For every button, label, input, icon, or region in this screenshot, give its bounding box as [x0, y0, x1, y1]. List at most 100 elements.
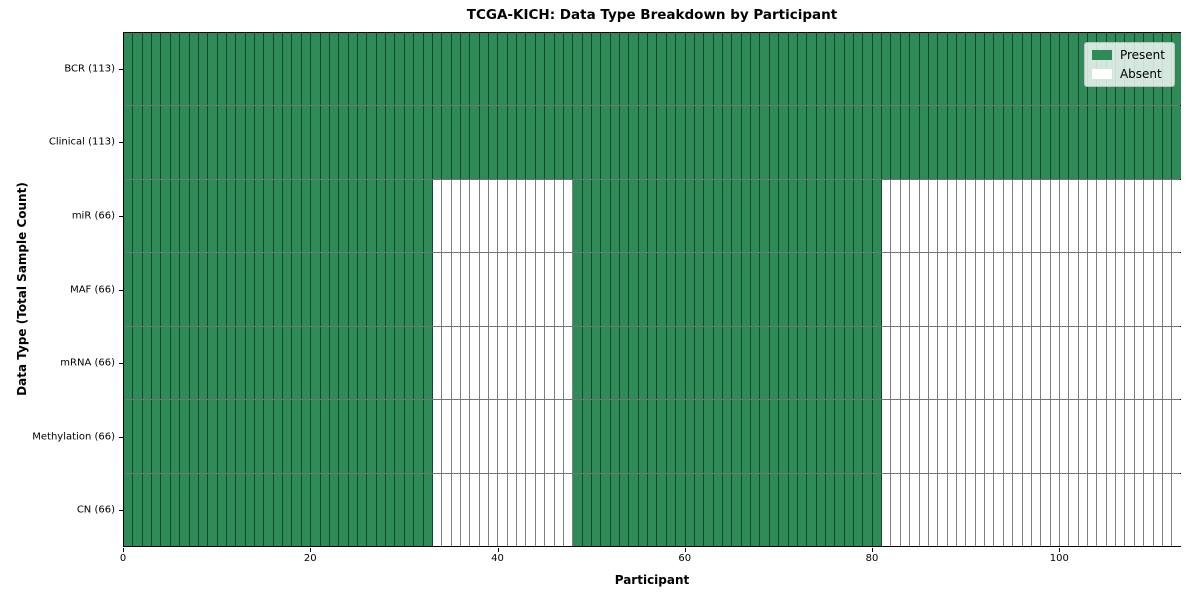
heatmap-cell: [1153, 179, 1163, 253]
heatmap-cell: [966, 179, 976, 253]
heatmap-cell: [1162, 106, 1173, 179]
heatmap-cell: [835, 106, 845, 179]
heatmap-cell: [938, 326, 948, 400]
heatmap-cell: [1050, 326, 1060, 400]
heatmap-cell: [311, 400, 321, 473]
heatmap-cell: [610, 106, 621, 179]
heatmap-cell: [470, 179, 480, 253]
heatmap-cell: [386, 253, 396, 326]
heatmap-cell: [1022, 106, 1032, 179]
heatmap-cell: [1116, 179, 1126, 253]
heatmap-cell: [694, 473, 705, 546]
heatmap-cell: [311, 33, 321, 106]
heatmap-cell: [460, 473, 471, 546]
heatmap-cell: [797, 33, 808, 106]
heatmap-cell: [189, 106, 199, 179]
heatmap-cell: [882, 326, 892, 400]
heatmap-cell: [535, 179, 546, 253]
heatmap-cell: [610, 400, 621, 473]
heatmap-cell: [704, 326, 714, 400]
heatmap-cell: [863, 473, 873, 546]
heatmap-cell: [283, 400, 293, 473]
heatmap-cell: [919, 179, 929, 253]
heatmap-cell: [769, 106, 780, 179]
heatmap-cell: [657, 326, 667, 400]
heatmap-cell: [236, 179, 246, 253]
x-tick-label: 20: [303, 553, 317, 564]
heatmap-cell: [919, 326, 929, 400]
heatmap-cell: [1153, 473, 1163, 546]
heatmap-cell: [882, 179, 892, 253]
heatmap-cell: [283, 106, 293, 179]
heatmap-cell: [442, 473, 452, 546]
heatmap-cell: [236, 400, 246, 473]
heatmap-cell: [255, 473, 265, 546]
heatmap-cell: [947, 33, 957, 106]
heatmap-cell: [816, 473, 826, 546]
heatmap-cell: [283, 326, 293, 400]
y-tick-mark: [119, 68, 123, 70]
heatmap-cell: [226, 33, 237, 106]
heatmap-cell: [264, 253, 274, 326]
heatmap-cell: [442, 33, 452, 106]
heatmap-row-cn: [124, 473, 1181, 546]
heatmap-cell: [414, 179, 424, 253]
heatmap-cell: [648, 253, 658, 326]
heatmap-cell: [489, 473, 499, 546]
heatmap-cell: [451, 253, 461, 326]
heatmap-cell: [133, 253, 143, 326]
heatmap-cell: [666, 326, 677, 400]
heatmap-cell: [732, 179, 742, 253]
heatmap-cell: [339, 179, 349, 253]
heatmap-cell: [751, 473, 761, 546]
heatmap-cell: [320, 106, 330, 179]
heatmap-cell: [273, 400, 284, 473]
heatmap-cell: [629, 33, 639, 106]
heatmap-cell: [1078, 473, 1089, 546]
heatmap-cell: [1162, 179, 1173, 253]
heatmap-cell: [301, 326, 312, 400]
heatmap-cell: [414, 106, 424, 179]
heatmap-cell: [872, 179, 883, 253]
heatmap-cell: [788, 33, 798, 106]
heatmap-cell: [666, 33, 677, 106]
heatmap-cell: [704, 33, 714, 106]
heatmap-cell: [432, 473, 443, 546]
heatmap-cell: [854, 473, 864, 546]
heatmap-cell: [554, 106, 564, 179]
heatmap-cell: [751, 253, 761, 326]
heatmap-cell: [1125, 326, 1135, 400]
heatmap-cell: [423, 106, 433, 179]
heatmap-cell: [723, 33, 733, 106]
heatmap-cell: [760, 326, 770, 400]
heatmap-cell: [423, 179, 433, 253]
heatmap-cell: [620, 253, 630, 326]
heatmap-cell: [545, 33, 555, 106]
heatmap-cell: [152, 33, 162, 106]
chart-title: TCGA-KICH: Data Type Breakdown by Partic…: [466, 7, 838, 23]
heatmap-cell: [423, 33, 433, 106]
heatmap-cell: [245, 106, 256, 179]
heatmap-cell: [900, 106, 911, 179]
heatmap-cell: [844, 473, 855, 546]
heatmap-cell: [526, 326, 536, 400]
heatmap-cell: [1162, 253, 1173, 326]
heatmap-cell: [264, 106, 274, 179]
heatmap-cell: [124, 400, 134, 473]
heatmap-cell: [900, 179, 911, 253]
heatmap-cell: [535, 326, 546, 400]
x-tick-mark: [1059, 548, 1061, 552]
heatmap-cell: [1059, 33, 1070, 106]
heatmap-cell: [554, 400, 564, 473]
heatmap-cell: [1078, 106, 1089, 179]
heatmap-cell: [273, 179, 284, 253]
heatmap-cell: [545, 400, 555, 473]
x-axis-label: Participant: [614, 573, 690, 587]
heatmap-cell: [489, 253, 499, 326]
heatmap-cell: [489, 106, 499, 179]
heatmap-cell: [563, 33, 574, 106]
heatmap-cell: [386, 179, 396, 253]
heatmap-cell: [1022, 179, 1032, 253]
heatmap-cell: [152, 473, 162, 546]
heatmap-cell: [339, 400, 349, 473]
